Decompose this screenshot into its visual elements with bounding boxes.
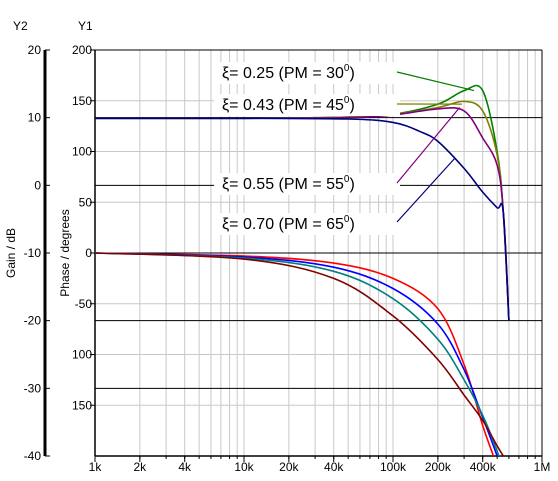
- x-tick-label: 2k: [134, 460, 148, 474]
- phase-tick-label: 200: [72, 43, 92, 57]
- annotation-text: ξ= 0.43 (PM = 450): [222, 95, 355, 114]
- annotation-backdrop: [214, 62, 400, 84]
- annotation-degree-sup: 0: [344, 63, 350, 74]
- x-tick-label: 200k: [425, 460, 452, 474]
- annotation-degree-sup: 0: [344, 174, 350, 185]
- annotation-text: ξ= 0.70 (PM = 650): [222, 214, 355, 233]
- annotation-degree-sup: 0: [344, 214, 350, 225]
- gain-tick-label: 20: [28, 43, 42, 57]
- x-tick-label: 40k: [324, 460, 344, 474]
- phase-series-line: [95, 252, 498, 456]
- phase-tick-label: 150: [72, 94, 92, 108]
- gain-tick-label: -10: [24, 246, 42, 260]
- gain-tick-label: 0: [34, 178, 41, 192]
- annotation-backdrop: [214, 94, 400, 116]
- annotation-xi: ξ= 0.25: [222, 65, 279, 82]
- x-tick-label: 10k: [234, 460, 254, 474]
- annotation-xi: ξ= 0.70: [222, 216, 279, 233]
- annotation-degree-sup: 0: [344, 95, 350, 106]
- annotation-label: ξ= 0.55 (PM = 550): [214, 173, 400, 195]
- x-tick-label: 4k: [178, 460, 192, 474]
- gain-tick-label: -30: [24, 381, 42, 395]
- annotation-xi: ξ= 0.43: [222, 97, 279, 114]
- x-tick-label: 20k: [279, 460, 299, 474]
- annotation-close: ): [349, 97, 354, 114]
- phase-tick-label: 0: [85, 246, 92, 260]
- gain-tick-label: -20: [24, 314, 42, 328]
- annotations: ξ= 0.25 (PM = 300)ξ= 0.43 (PM = 450)ξ= 0…: [214, 62, 475, 235]
- annotation-backdrop: [214, 213, 400, 235]
- annotation-label: ξ= 0.70 (PM = 650): [214, 213, 400, 235]
- phase-tick-label: 150: [72, 398, 92, 412]
- x-tick-label: 1k: [89, 460, 103, 474]
- x-tick-label: 1M: [534, 460, 551, 474]
- x-tick-label: 100k: [380, 460, 407, 474]
- phase-tick-label: -50: [75, 297, 93, 311]
- annotation-xi: ξ= 0.55: [222, 176, 279, 193]
- phase-tick-label: 100: [72, 145, 92, 159]
- annotation-label: ξ= 0.25 (PM = 300): [214, 62, 400, 84]
- annotation-text: ξ= 0.55 (PM = 550): [222, 174, 355, 193]
- x-tick-label: 400k: [470, 460, 497, 474]
- annotation-pointer: [396, 107, 461, 184]
- phase-tick-label: 100: [72, 348, 92, 362]
- annotation-close: ): [349, 65, 354, 82]
- annotation-pointer: [396, 157, 456, 223]
- axes: 20100-10-20-30-40200150100500-501001501k…: [24, 43, 551, 474]
- annotation-pm: (PM = 30: [279, 65, 344, 82]
- annotation-close: ): [349, 216, 354, 233]
- annotation-pm: (PM = 45: [279, 97, 344, 114]
- phase-series-line: [95, 252, 495, 456]
- phase-axis-label: Phase / degrees: [58, 209, 72, 296]
- annotation-backdrop: [214, 173, 400, 195]
- annotation-pointer: [396, 71, 475, 92]
- phase-tick-label: 50: [79, 195, 93, 209]
- annotation-pm: (PM = 65: [279, 216, 344, 233]
- gain-axis-name: Y2: [13, 19, 28, 33]
- gain-axis-label: Gain / dB: [4, 228, 18, 278]
- annotation-pm: (PM = 55: [279, 176, 344, 193]
- phase-axis-name: Y1: [78, 19, 93, 33]
- gain-tick-label: 10: [28, 111, 42, 125]
- annotation-close: ): [349, 176, 354, 193]
- annotation-label: ξ= 0.43 (PM = 450): [214, 94, 400, 116]
- annotation-text: ξ= 0.25 (PM = 300): [222, 63, 355, 82]
- gain-tick-label: -40: [24, 449, 42, 463]
- phase-series-line: [95, 252, 504, 456]
